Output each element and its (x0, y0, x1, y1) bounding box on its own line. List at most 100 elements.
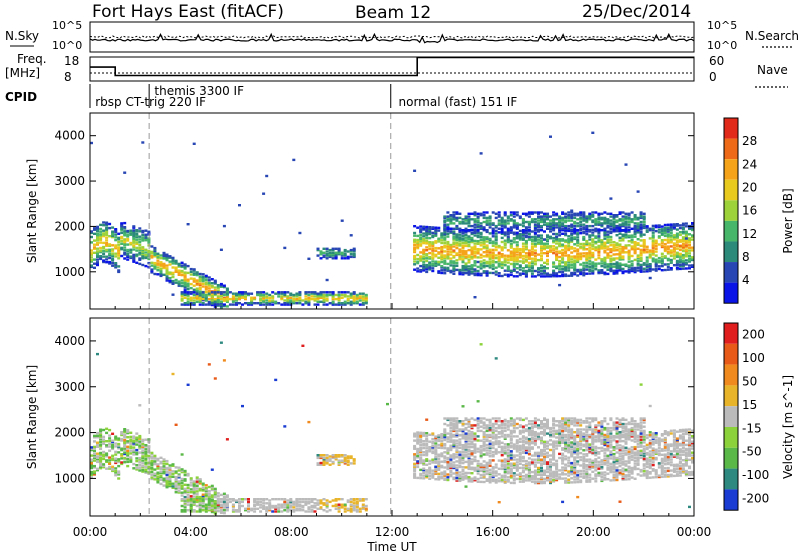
data-cell (461, 252, 465, 256)
data-cell (479, 446, 483, 449)
data-cell (657, 265, 661, 268)
data-cell (238, 204, 241, 207)
data-cell (147, 454, 151, 458)
data-cell (636, 255, 640, 259)
data-cell (189, 499, 193, 502)
data-cell (512, 258, 516, 262)
data-cell (600, 240, 604, 243)
data-cell (210, 468, 214, 471)
data-cell (473, 432, 477, 435)
data-cell (582, 272, 586, 276)
data-cell (177, 483, 181, 486)
data-cell (609, 238, 613, 241)
data-cell (138, 243, 142, 247)
data-cell (449, 230, 453, 233)
data-cell (552, 232, 556, 236)
data-cell (500, 216, 504, 220)
data-cell (488, 481, 492, 484)
data-cell (219, 303, 223, 306)
data-cell (177, 469, 181, 472)
data-cell (352, 499, 356, 502)
data-cell (512, 253, 516, 256)
data-cell (114, 238, 118, 242)
data-cell (485, 211, 489, 214)
data-cell (123, 448, 127, 451)
data-cell (458, 433, 462, 437)
data-cell (558, 242, 562, 245)
data-cell (111, 248, 115, 251)
data-cell (292, 295, 296, 298)
data-cell (150, 268, 154, 271)
data-cell (654, 262, 658, 265)
data-cell (138, 238, 142, 241)
data-cell (213, 279, 217, 282)
data-cell (467, 478, 471, 482)
data-cell (126, 453, 130, 457)
data-cell (467, 236, 471, 240)
data-cell (482, 214, 486, 217)
data-cell (419, 240, 423, 243)
data-cell (120, 237, 124, 240)
data-cell (618, 239, 622, 242)
data-cell (588, 265, 592, 268)
data-cell (524, 227, 528, 230)
data-cell (138, 436, 142, 439)
data-cell (585, 241, 589, 244)
data-cell (645, 260, 649, 263)
data-cell (651, 224, 655, 228)
data-cell (437, 446, 441, 449)
data-cell (120, 226, 124, 229)
data-cell (615, 226, 619, 229)
data-cell (96, 469, 99, 472)
data-cell (186, 264, 190, 268)
data-cell (138, 258, 142, 261)
data-cell (464, 263, 468, 267)
data-cell (491, 227, 495, 230)
data-cell (437, 454, 441, 458)
data-cell (114, 230, 118, 234)
data-cell (594, 218, 598, 221)
data-cell (500, 240, 504, 244)
data-cell (654, 229, 658, 233)
data-cell (437, 237, 441, 240)
data-cell (482, 453, 486, 456)
data-cell (509, 254, 513, 257)
data-cell (364, 498, 368, 501)
data-cell (174, 475, 178, 479)
data-cell (666, 235, 670, 239)
data-cell (238, 506, 241, 509)
data-cell (437, 476, 441, 480)
data-cell (105, 228, 109, 231)
data-cell (349, 302, 353, 305)
data-cell (328, 255, 332, 259)
data-cell (570, 223, 574, 226)
data-cell (464, 269, 468, 272)
data-cell (111, 257, 115, 261)
data-cell (413, 231, 417, 235)
data-cell (316, 462, 320, 465)
data-cell (627, 270, 631, 273)
data-cell (440, 472, 444, 476)
data-cell (96, 456, 99, 459)
data-cell (485, 236, 489, 239)
data-cell (684, 233, 688, 236)
data-cell (642, 244, 646, 247)
data-cell (99, 257, 103, 261)
data-cell (567, 247, 571, 250)
data-cell (540, 248, 543, 251)
colorbar-segment (724, 118, 738, 139)
data-cell (449, 264, 453, 267)
data-cell (558, 222, 562, 225)
data-cell (546, 224, 549, 228)
data-cell (431, 264, 435, 267)
data-cell (618, 243, 622, 246)
data-cell (253, 510, 257, 513)
data-cell (177, 283, 181, 286)
data-cell (213, 503, 217, 506)
data-cell (138, 404, 142, 407)
data-cell (120, 437, 124, 441)
data-cell (675, 266, 679, 269)
data-cell (416, 431, 420, 434)
data-cell (564, 215, 568, 218)
data-cell (579, 252, 583, 255)
